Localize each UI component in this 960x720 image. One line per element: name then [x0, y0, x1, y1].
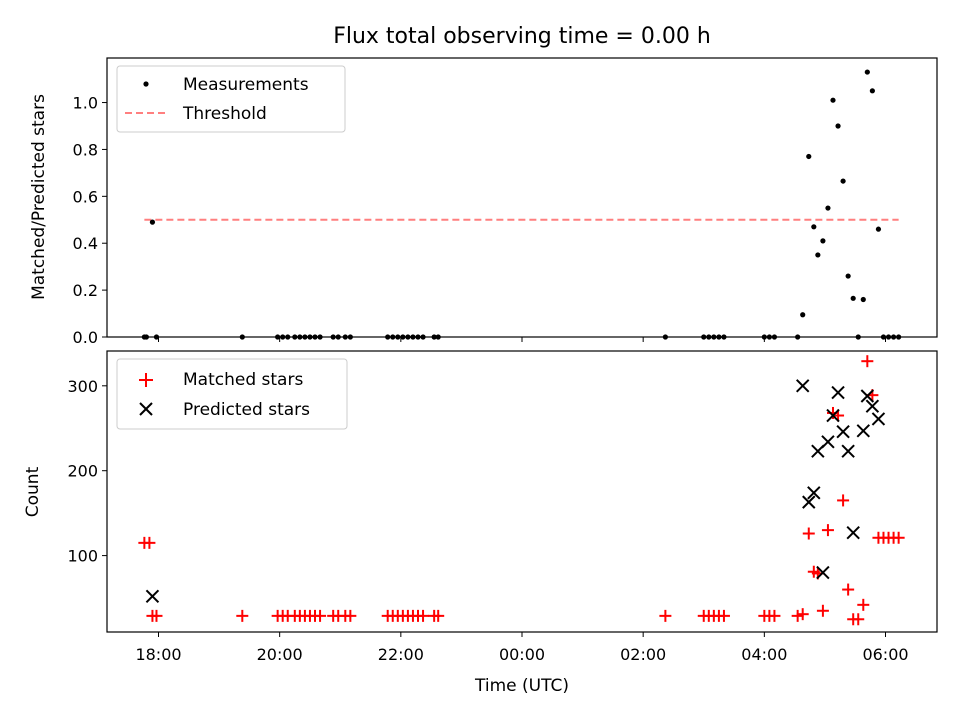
y-tick-label: 0.0 — [73, 328, 98, 347]
x-tick-label: 00:00 — [499, 645, 545, 664]
matched-star-point — [150, 609, 163, 622]
y-tick-label: 1.0 — [73, 94, 98, 113]
matched-star-point — [314, 609, 327, 622]
measurement-point — [811, 224, 817, 230]
measurement-point — [800, 312, 806, 318]
predicted-star-point — [807, 486, 821, 500]
x-tick-label: 02:00 — [620, 645, 666, 664]
measurement-point — [149, 219, 156, 225]
matched-star-point — [816, 604, 829, 617]
bottom-ylabel: Count — [23, 466, 43, 517]
top-ylabel: Matched/Predicted stars — [29, 94, 49, 300]
bottom-legend-box — [116, 358, 348, 430]
measurement-point — [835, 123, 841, 129]
measurement-point — [860, 296, 866, 303]
predicted-star-point — [860, 389, 875, 403]
matched-star-point — [861, 355, 874, 368]
bottom-xlabel: Time (UTC) — [474, 676, 569, 696]
predicted-star-point — [865, 399, 880, 413]
measurement-point — [850, 295, 856, 301]
matched-star-point — [837, 494, 850, 507]
predicted-star-point — [826, 408, 840, 423]
matched-star-point — [236, 609, 249, 622]
predicted-star-point — [821, 435, 835, 449]
measurement-point — [815, 252, 821, 258]
legend-threshold-label: Threshold — [182, 104, 267, 124]
x-tick-label: 06:00 — [862, 645, 908, 664]
matched-star-point — [143, 536, 156, 549]
matched-star-point — [768, 609, 781, 622]
matched-star-point — [857, 598, 870, 611]
matched-star-point — [417, 609, 430, 622]
legend-predicted-label: Predicted stars — [183, 400, 310, 420]
matched-star-point — [892, 531, 905, 544]
bottom-plot-area — [138, 355, 905, 626]
predicted-star-point — [795, 379, 810, 393]
matched-star-point — [842, 583, 855, 596]
y-tick-label: 0.4 — [73, 234, 98, 253]
legend-measurements-marker — [143, 81, 149, 87]
matched-star-point — [826, 406, 839, 419]
top-legend: Measurements Threshold — [116, 65, 346, 133]
predicted-star-point — [841, 444, 855, 458]
top-legend-box — [116, 65, 346, 133]
bottom-legend: Matched stars Predicted stars — [116, 358, 348, 430]
measurement-point — [875, 226, 882, 232]
matched-star-point — [432, 609, 445, 622]
matched-star-point — [802, 527, 815, 540]
measurement-point — [869, 88, 875, 94]
x-tick-label: 18:00 — [135, 645, 181, 664]
predicted-star-point — [871, 412, 886, 426]
measurement-point — [825, 205, 831, 211]
matched-star-point — [717, 609, 730, 622]
x-tick-label: 22:00 — [378, 645, 424, 664]
predicted-star-point — [856, 424, 870, 438]
legend-predicted-marker — [139, 402, 153, 416]
predicted-star-point — [836, 424, 850, 439]
top-title: Flux total observing time = 0.00 h — [333, 24, 711, 49]
legend-matched-label: Matched stars — [183, 370, 303, 390]
predicted-star-point — [145, 589, 160, 604]
measurement-point — [845, 273, 851, 279]
y-tick-label: 300 — [67, 377, 98, 396]
matched-star-point — [344, 609, 357, 622]
predicted-star-point — [831, 385, 845, 400]
measurement-point — [864, 69, 870, 75]
x-tick-label: 04:00 — [741, 645, 787, 664]
predicted-star-point — [816, 565, 830, 580]
measurement-point — [840, 178, 846, 184]
y-tick-label: 0.2 — [73, 281, 98, 300]
matched-star-point — [821, 524, 834, 537]
y-tick-label: 0.8 — [73, 140, 98, 159]
matched-star-point — [659, 609, 672, 622]
predicted-star-point — [802, 495, 816, 509]
matched-star-point — [796, 608, 809, 621]
predicted-star-point — [846, 525, 860, 540]
legend-measurements-label: Measurements — [183, 75, 309, 95]
measurement-point — [830, 97, 836, 103]
matched-star-point — [791, 609, 804, 622]
x-tick-label: 20:00 — [257, 645, 303, 664]
y-tick-label: 200 — [67, 462, 98, 481]
matched-star-point — [852, 613, 865, 626]
measurement-point — [806, 153, 812, 160]
legend-matched-marker — [139, 373, 153, 387]
measurement-point — [820, 238, 826, 244]
y-tick-label: 100 — [67, 547, 98, 566]
y-tick-label: 0.6 — [73, 187, 98, 206]
